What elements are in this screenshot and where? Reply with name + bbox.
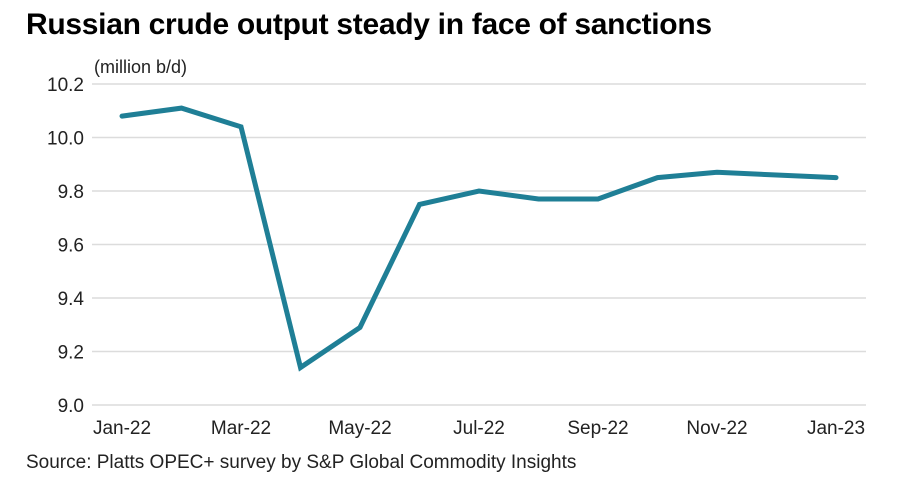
x-tick-label: Sep-22 bbox=[567, 418, 628, 439]
x-tick-label: May-22 bbox=[328, 418, 391, 439]
x-tick-label: Mar-22 bbox=[211, 418, 271, 439]
x-tick-label: Jul-22 bbox=[453, 418, 505, 439]
y-axis-unit-label: (million b/d) bbox=[94, 57, 187, 77]
x-tick-label: Nov-22 bbox=[686, 418, 747, 439]
y-tick-label: 10.2 bbox=[47, 75, 84, 96]
series-line bbox=[119, 105, 839, 372]
chart-title: Russian crude output steady in face of s… bbox=[26, 8, 712, 41]
y-tick-label: 10.0 bbox=[47, 129, 84, 150]
y-tick-label: 9.0 bbox=[58, 396, 84, 417]
y-tick-label: 9.2 bbox=[58, 343, 84, 364]
gridlines bbox=[92, 83, 866, 406]
x-axis-ticks: Jan-22 Mar-22 May-22 Jul-22 Sep-22 Nov-22 Jan-… bbox=[93, 418, 865, 439]
series-group bbox=[119, 105, 839, 372]
x-tick-label: Jan-23 bbox=[807, 418, 865, 439]
y-tick-label: 9.8 bbox=[58, 182, 84, 203]
y-tick-label: 9.6 bbox=[58, 236, 84, 257]
x-tick-label: Jan-22 bbox=[93, 418, 151, 439]
source-note: Source: Platts OPEC+ survey by S&P Globa… bbox=[26, 452, 577, 473]
y-axis-ticks: 10.2 10.0 9.8 9.6 9.4 9.2 9.0 bbox=[47, 75, 84, 417]
y-tick-label: 9.4 bbox=[58, 289, 85, 310]
